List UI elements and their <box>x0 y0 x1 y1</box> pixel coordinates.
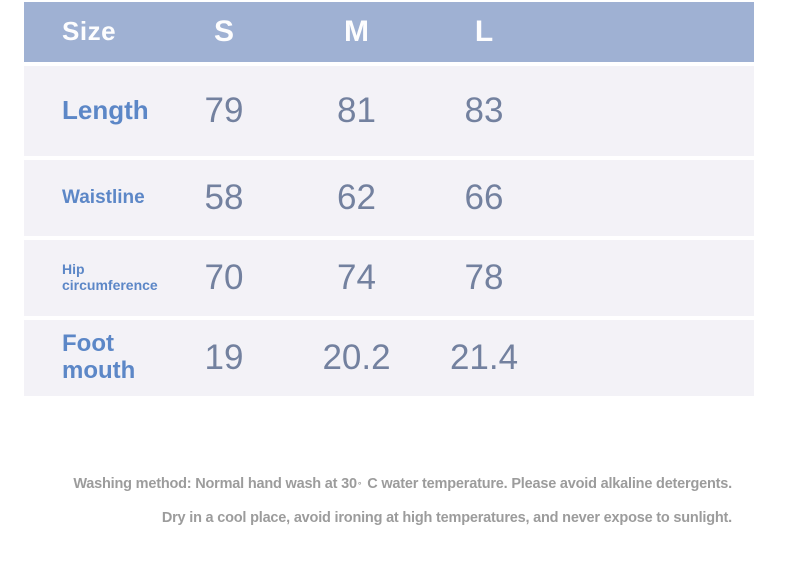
cell-value-s: 19 <box>204 338 244 377</box>
cell-value-s: 70 <box>204 258 244 297</box>
care-line1-pre: Washing method: Normal hand wash at 30 <box>73 476 357 492</box>
care-line-drying: Dry in a cool place, avoid ironing at hi… <box>161 510 732 526</box>
cell-value-l: 21.4 <box>449 338 519 377</box>
header-col-s: S <box>213 15 234 48</box>
table-row-length: Length 79 81 83 <box>24 66 754 156</box>
cell-value-m: 81 <box>337 91 376 130</box>
cell-value-m: 62 <box>337 178 376 217</box>
table-row-foot-mouth: Foot mouth 19 20.2 21.4 <box>24 320 754 396</box>
row-label: Foot mouth <box>62 331 136 384</box>
table-row-hip-circumference: Hip circumference 70 74 78 <box>24 240 754 316</box>
cell-value-s: 58 <box>204 178 244 217</box>
table-row-waistline: Waistline 58 62 66 <box>24 160 754 236</box>
table-header-row: Size S M L <box>24 2 754 62</box>
cell-value-m: 20.2 <box>322 338 391 377</box>
header-size-label: Size <box>62 17 117 47</box>
row-label: Waistline <box>62 187 145 209</box>
header-col-m: M <box>344 15 369 48</box>
cell-value-m: 74 <box>337 258 376 297</box>
care-line1-post: C water temperature. Please avoid alkali… <box>367 476 732 492</box>
row-label: Hip circumference <box>62 262 158 293</box>
cell-value-l: 78 <box>464 258 504 297</box>
cell-value-l: 83 <box>464 91 504 130</box>
header-col-l: L <box>474 15 494 48</box>
care-instructions: Washing method: Normal hand wash at 30° C… <box>20 467 732 535</box>
size-chart-table: Size S M L Length 79 81 83 Waistline 58 … <box>24 2 754 400</box>
care-line-washing: Washing method: Normal hand wash at 30° C… <box>20 467 732 501</box>
cell-value-l: 66 <box>464 178 504 217</box>
degree-symbol: ° <box>357 480 362 490</box>
row-label: Length <box>62 96 149 126</box>
cell-value-s: 79 <box>204 91 244 130</box>
